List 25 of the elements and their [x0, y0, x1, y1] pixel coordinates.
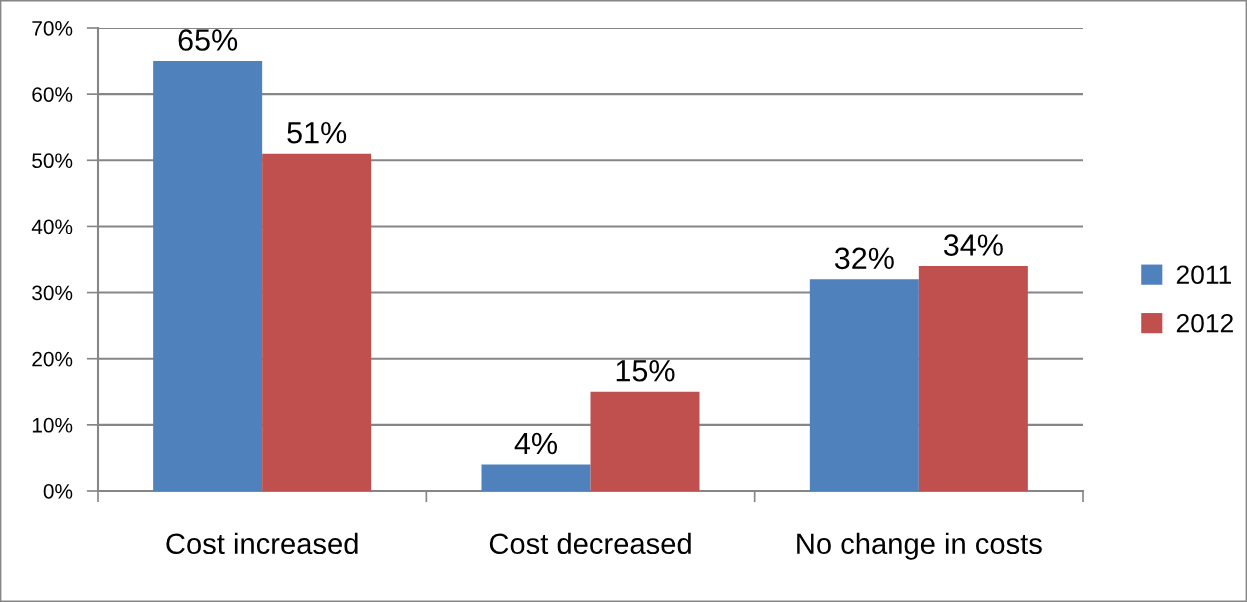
bar [809, 279, 919, 491]
y-tick-label: 20% [32, 351, 73, 367]
y-tick-label: 30% [32, 285, 73, 301]
data-label: 65% [178, 29, 238, 51]
data-label: 32% [834, 247, 894, 270]
y-tick-label: 10% [32, 417, 73, 433]
bar [590, 391, 700, 491]
y-tick-label: 50% [32, 153, 73, 169]
y-tick-label: 60% [32, 87, 73, 102]
bar [262, 153, 372, 491]
x-tick-label: No change in costs [797, 532, 1042, 560]
x-tick-label: Cost decreased [489, 532, 691, 555]
bar [481, 464, 591, 491]
legend-label: 2011 [1176, 265, 1231, 285]
legend-label: 2012 [1176, 313, 1233, 333]
bar [918, 266, 1028, 491]
y-tick-label: 70% [32, 21, 73, 36]
data-label: 34% [943, 234, 1003, 256]
y-tick-label: 40% [31, 219, 73, 235]
data-label: 51% [287, 121, 347, 144]
data-label: 4% [514, 432, 557, 455]
data-label: 15% [616, 360, 675, 382]
y-tick-label: 0% [43, 484, 73, 499]
bar [153, 61, 263, 491]
x-tick-label: Cost increased [166, 532, 358, 555]
